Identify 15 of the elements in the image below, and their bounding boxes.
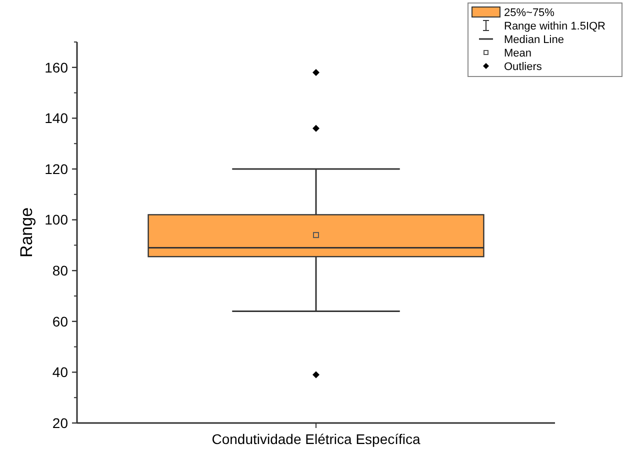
y-axis-title: Range [17,207,36,258]
y-tick-label: 60 [52,313,68,330]
text: Mean [504,47,532,60]
y-tick-label: 40 [52,364,68,380]
text: Outliers [504,60,542,73]
y-tick-label: 20 [52,414,68,431]
y-tick-label: 120 [44,160,68,177]
legend-label: 25%~75% [504,6,555,19]
y-tick-label: 100 [44,212,68,228]
text: Range within 1.5IQR [504,20,606,32]
y-tick-label: 80 [52,262,68,278]
y-tick-label: 140 [44,110,68,126]
y-tick-label: 160 [44,59,68,76]
x-tick-label: Condutividade Elétrica Específica [212,431,420,447]
text: Median Line [504,34,564,46]
